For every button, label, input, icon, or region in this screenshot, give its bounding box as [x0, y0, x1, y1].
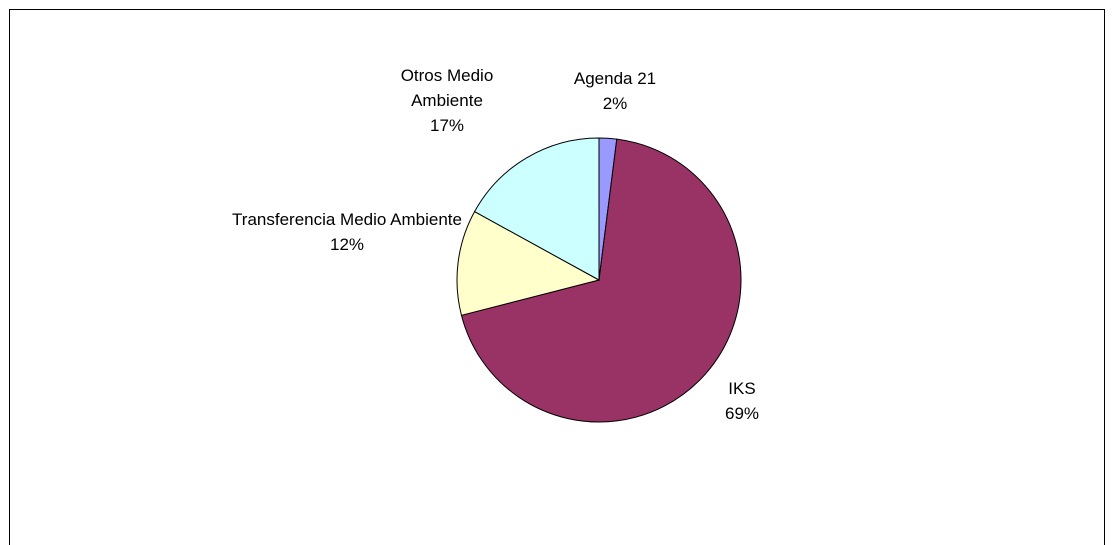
slice-label: Agenda 21 2% — [545, 66, 685, 116]
pie-slice — [456, 210, 601, 316]
slice-name: Agenda 21 — [573, 69, 657, 88]
slice-percent: 69% — [724, 404, 760, 423]
pie-slice — [460, 138, 742, 423]
slice-name: Otros Medio Ambiente — [400, 66, 494, 110]
pie-slice — [473, 137, 600, 281]
slice-name: IKS — [728, 379, 756, 398]
chart-frame — [9, 9, 1105, 545]
slice-label: Otros Medio Ambiente 17% — [382, 63, 512, 138]
slice-percent: 2% — [602, 94, 628, 113]
slice-name: Transferencia Medio Ambiente — [232, 210, 462, 229]
slice-label: Transferencia Medio Ambiente 12% — [227, 207, 467, 257]
slice-label: IKS 69% — [702, 376, 782, 426]
slice-percent: 17% — [429, 116, 465, 135]
slice-percent: 12% — [329, 235, 365, 254]
